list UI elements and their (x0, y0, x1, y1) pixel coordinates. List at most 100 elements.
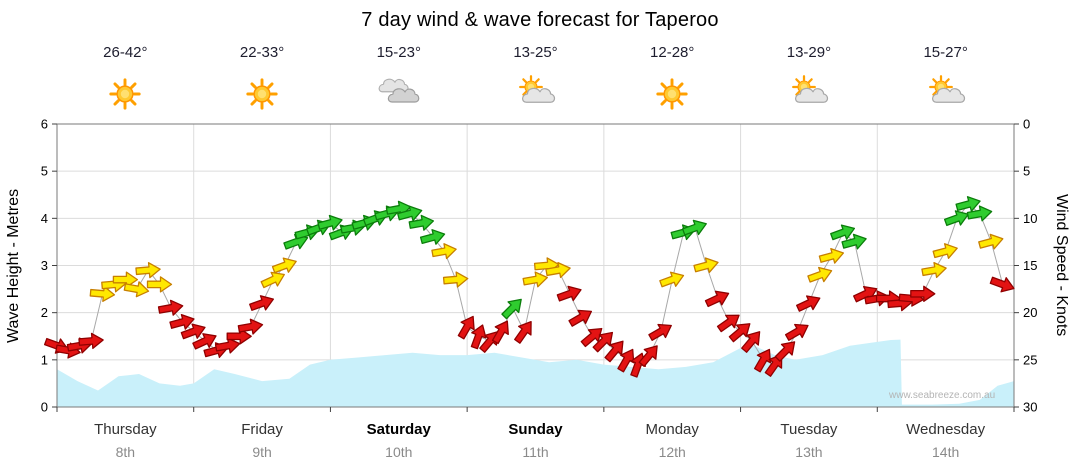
wind-arrow (522, 271, 548, 288)
right-tick-label: 0 (1023, 117, 1030, 132)
left-tick-label: 4 (41, 211, 48, 226)
wind-arrow (910, 285, 936, 302)
temp-range: 13-29° (786, 44, 832, 61)
right-tick-label: 5 (1023, 164, 1030, 179)
temp-range: 26-42° (103, 44, 148, 61)
wind-arrow (491, 320, 509, 345)
left-tick-label: 0 (41, 400, 48, 415)
wind-arrow (135, 261, 161, 279)
wind-arrow (397, 205, 423, 222)
wind-arrow (784, 323, 809, 341)
wind-arrow (728, 323, 751, 343)
right-tick-label: 30 (1023, 400, 1037, 415)
wind-arrow (442, 271, 469, 288)
partly-cloudy-icon (792, 75, 829, 103)
left-tick-label: 3 (41, 258, 48, 273)
left-tick-label: 2 (41, 305, 48, 320)
wind-arrow (592, 331, 614, 353)
date-label: 11th (522, 444, 549, 460)
wind-arrow (470, 324, 487, 350)
wind-arrow (89, 285, 116, 303)
wind-arrow (830, 224, 856, 241)
wind-arrow (648, 323, 672, 341)
right-tick-label: 10 (1023, 211, 1037, 226)
wind-arrow (604, 340, 624, 363)
wind-arrow (146, 276, 173, 293)
day-label: Monday (645, 421, 699, 438)
right-tick-label: 25 (1023, 352, 1037, 367)
wind-arrow (681, 219, 707, 236)
temp-range: 22-33° (239, 44, 285, 61)
right-axis-title: Wind Speed - Knots (1053, 194, 1070, 337)
wind-arrow (807, 266, 833, 283)
right-tick-label: 20 (1023, 305, 1037, 320)
temps-row: 26-42° 22-33° 15-23° 13-25° 12-28° 13-29° 15-2… (0, 44, 1080, 64)
wind-arrow (214, 337, 241, 354)
left-axis-title: Wave Height - Metres (5, 188, 22, 343)
page-title: 7 day wind & wave forecast for Taperoo (361, 9, 719, 31)
wind-arrow (943, 210, 969, 227)
day-names-row: Thursday Friday Saturday Sunday Monday Tuesda… (0, 421, 1080, 439)
wind-arrow (841, 233, 867, 250)
wind-arrow (431, 243, 457, 260)
wind-arrow (989, 276, 1015, 293)
day-label: Friday (241, 421, 283, 438)
date-label: 14th (932, 444, 960, 460)
wind-arrow (123, 281, 150, 298)
wind-arrow (78, 332, 104, 350)
wind-arrow (966, 205, 993, 222)
left-tick-label: 5 (41, 164, 48, 179)
wind-arrow (260, 271, 285, 289)
date-label: 10th (385, 444, 413, 460)
wind-arrow (419, 229, 446, 245)
watermark: www.seabreeze.com.au (889, 390, 996, 401)
wind-arrow (514, 321, 532, 344)
wind-arrow (157, 299, 184, 316)
wind-arrow (704, 290, 730, 308)
wind-arrow (955, 196, 981, 212)
wind-arrow (408, 214, 435, 231)
wave-height-area (57, 339, 1014, 407)
wind-arrow (617, 348, 635, 373)
wind-arrow (283, 233, 309, 250)
temp-range: 13-25° (513, 44, 558, 61)
wind-arrow (978, 233, 1004, 250)
day-label: Thursday (94, 421, 157, 438)
wind-arrow (501, 298, 522, 320)
wind-arrow (741, 331, 761, 353)
cloudy-icon (378, 78, 420, 103)
wind-arrow (796, 295, 821, 312)
right-tick-label: 15 (1023, 258, 1037, 273)
temp-range: 12-28° (650, 44, 695, 61)
wind-arrow (112, 271, 139, 288)
date-label: 9th (252, 444, 272, 460)
wind-arrow (545, 261, 571, 279)
wind-arrow (753, 348, 772, 373)
wind-arrow (249, 295, 275, 311)
temp-range: 15-23° (376, 44, 421, 61)
wind-arrow (818, 247, 845, 264)
temp-range: 15-27° (923, 44, 968, 61)
dates-row: 8th 9th 10th 11th 12th 13th 14th (0, 444, 1080, 462)
wind-arrow (774, 341, 796, 362)
date-label: 8th (115, 444, 136, 460)
wind-arrow (921, 261, 947, 279)
wind-arrow (556, 285, 582, 302)
wind-arrow (568, 309, 593, 327)
wind-arrow (764, 354, 783, 377)
sunny-icon (246, 78, 278, 110)
wind-arrow (659, 271, 685, 288)
day-label: Sunday (508, 421, 563, 438)
wind-arrow (932, 243, 958, 259)
day-label: Tuesday (780, 421, 838, 438)
left-tick-label: 1 (41, 352, 48, 367)
partly-cloudy-icon (928, 75, 965, 103)
weather-icons-row (0, 70, 1080, 114)
partly-cloudy-icon (518, 75, 555, 103)
wind-arrow (237, 318, 264, 335)
left-tick-label: 6 (41, 117, 48, 132)
sunny-icon (656, 78, 688, 110)
wind-arrow (317, 214, 343, 231)
